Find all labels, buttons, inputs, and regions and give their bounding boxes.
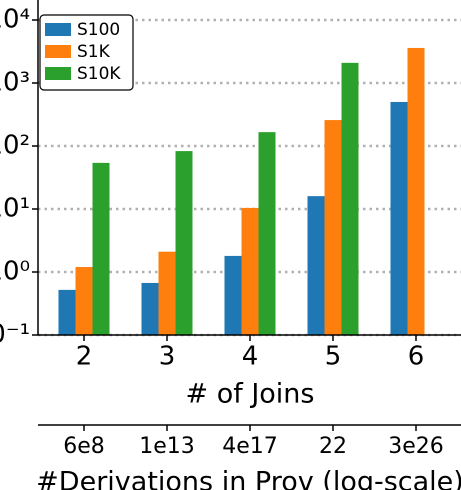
bar <box>390 101 408 335</box>
bar <box>341 62 359 336</box>
x-tick-label: 4 <box>242 342 259 372</box>
bar <box>324 120 342 335</box>
secondary-x-tick-label: 1e13 <box>139 434 195 459</box>
secondary-x-axis-title: #Derivations in Prov (log-scale) <box>36 467 461 490</box>
y-tick-label: 10² <box>0 131 30 161</box>
secondary-x-tick-label: 22 <box>319 434 347 459</box>
legend-label: S100 <box>77 20 120 40</box>
y-tick-label: 10⁰ <box>0 257 30 287</box>
bar <box>241 207 259 335</box>
y-tick-label: 10¹ <box>0 194 30 224</box>
bar <box>258 132 276 335</box>
y-tick-label: 10³ <box>0 68 30 98</box>
x-axis-title: # of Joins <box>186 379 315 410</box>
x-tick-label: 5 <box>325 342 342 372</box>
legend-swatch <box>45 67 71 80</box>
legend-label: S10K <box>77 64 121 84</box>
x-tick-label: 2 <box>76 342 93 372</box>
bar <box>75 267 93 335</box>
bar <box>158 251 176 335</box>
bar <box>92 162 110 335</box>
secondary-x-tick-label: 3e26 <box>388 434 444 459</box>
bar <box>407 47 425 335</box>
bar <box>175 151 193 335</box>
bar <box>58 289 76 335</box>
x-tick-label: 3 <box>159 342 176 372</box>
y-tick-label: 10⁴ <box>0 5 30 35</box>
bar <box>141 282 159 335</box>
bar <box>224 255 242 335</box>
legend-label: S1K <box>77 42 111 62</box>
secondary-x-tick-label: 6e8 <box>63 434 105 459</box>
secondary-x-tick-label: 4e17 <box>222 434 278 459</box>
legend-swatch <box>45 45 71 58</box>
bar <box>307 196 325 335</box>
legend-swatch <box>45 23 71 36</box>
x-tick-label: 6 <box>408 342 425 372</box>
y-tick-label: 10⁻¹ <box>0 320 30 350</box>
